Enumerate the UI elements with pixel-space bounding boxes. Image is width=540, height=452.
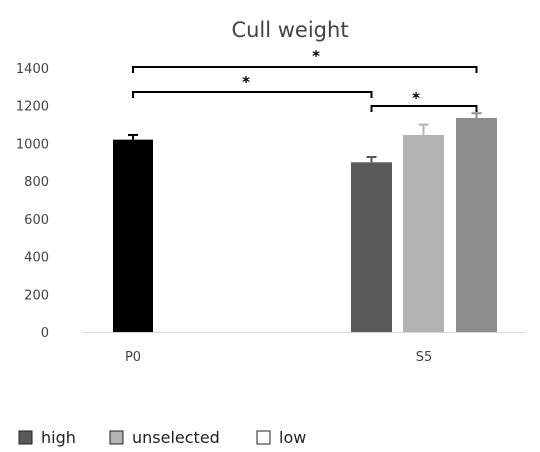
significance-star: * — [312, 47, 320, 65]
bars-group — [113, 112, 497, 332]
significance-bracket — [132, 91, 373, 98]
x-tick-label: P0 — [125, 350, 141, 365]
legend-swatch-low — [256, 430, 271, 445]
significance-star: * — [412, 89, 420, 107]
legend-swatch-unselected — [109, 430, 124, 445]
y-tick-label: 400 — [24, 251, 49, 266]
legend: high unselected low — [18, 428, 306, 447]
significance-bracket — [370, 105, 478, 112]
bar-low — [456, 117, 497, 332]
legend-label-low: low — [279, 428, 306, 447]
y-axis: 0 200 400 600 800 1000 1200 1400 — [16, 62, 49, 341]
bar-unselected — [403, 134, 444, 332]
significance-star: * — [242, 73, 250, 91]
y-tick-label: 1000 — [16, 137, 49, 152]
significance-bracket — [132, 66, 478, 73]
legend-swatch-high — [18, 430, 33, 445]
chart-title: Cull weight — [231, 18, 348, 42]
legend-label-unselected: unselected — [132, 428, 220, 447]
y-tick-label: 0 — [41, 326, 49, 341]
y-tick-label: 1400 — [16, 62, 49, 77]
significance-brackets: * * * — [132, 47, 478, 112]
bar-P0 — [113, 139, 153, 332]
x-axis: P0 S5 — [125, 350, 432, 365]
y-tick-label: 800 — [24, 175, 49, 190]
y-tick-label: 200 — [24, 288, 49, 303]
x-tick-label: S5 — [416, 350, 433, 365]
legend-label-high: high — [41, 428, 76, 447]
bar-high — [351, 162, 392, 332]
y-tick-label: 600 — [24, 213, 49, 228]
y-tick-label: 1200 — [16, 100, 49, 115]
